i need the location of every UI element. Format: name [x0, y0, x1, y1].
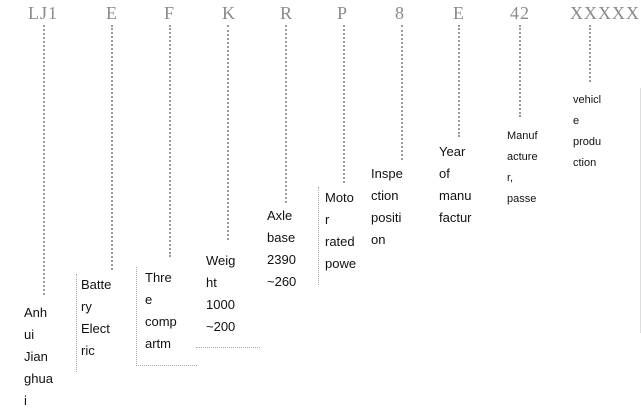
description-line: seque [573, 174, 621, 180]
leader-line-3 [169, 25, 171, 257]
description-line: Batte [81, 277, 112, 292]
description-line: ui [24, 327, 35, 342]
description-line: Axle [267, 208, 293, 223]
description-line: manu [439, 188, 472, 203]
leader-line-10 [589, 25, 591, 82]
description-line: ction [573, 157, 597, 169]
description-box-4: Weig ht 1000 ~200 [196, 250, 260, 348]
description-line: Year [439, 144, 466, 159]
code-segment-9: 42 [510, 3, 530, 23]
description-line: 2390 [267, 252, 296, 267]
description-line: rated [325, 234, 355, 249]
description-box-9: Manuf acture r, passe ngers [507, 126, 555, 216]
leader-line-2 [111, 25, 113, 270]
description-line: vehicl [573, 94, 602, 106]
description-box-2: Batte ry Elect ric [76, 274, 133, 372]
description-line: Jian [24, 349, 48, 364]
description-line: Elect [81, 321, 110, 336]
description-line: Thre [145, 270, 172, 285]
description-line: ric [81, 343, 95, 358]
leader-line-9 [519, 25, 521, 117]
description-box-8: Year of manu factur [439, 141, 489, 239]
leader-line-8 [458, 25, 460, 137]
description-line: ~200 [206, 319, 236, 334]
description-box-6: Moto r rated powe [318, 187, 373, 285]
leader-line-1 [43, 25, 45, 295]
description-line: e [145, 292, 153, 307]
description-line: factur [439, 210, 472, 225]
description-line: produ [573, 136, 602, 148]
code-segment-2: E [106, 3, 118, 23]
description-line: acture [507, 151, 538, 163]
description-line: of [439, 166, 450, 181]
description-line: ngers [507, 210, 555, 216]
description-line: Moto [325, 190, 354, 205]
description-box-1: Anh ui Jian ghua i [24, 302, 68, 420]
description-line: ~260 [267, 274, 297, 289]
description-box-7: Inspe ction positi on [371, 163, 421, 261]
description-line: Inspe [371, 166, 403, 181]
leader-line-7 [401, 25, 403, 160]
code-segment-8: E [453, 3, 465, 23]
code-segment-3: F [164, 3, 176, 23]
description-line: Weig [206, 253, 236, 268]
description-line: r, [507, 172, 514, 184]
description-line: positi [371, 210, 402, 225]
description-line: i [24, 393, 27, 408]
description-line: Manuf [507, 130, 538, 142]
description-box-3: Thre e comp artm [136, 267, 197, 366]
description-box-5: Axle base 2390 ~260 [267, 205, 313, 303]
description-line: ction [371, 188, 399, 203]
code-segment-4: K [222, 3, 236, 23]
description-line: artm [145, 336, 171, 351]
description-line: ghua [24, 371, 53, 386]
description-line: on [371, 232, 386, 247]
code-segment-7: 8 [395, 3, 405, 23]
code-segment-5: R [280, 3, 294, 23]
description-line: e [573, 115, 580, 127]
description-line: ry [81, 299, 92, 314]
leader-line-6 [343, 25, 345, 183]
code-segment-10: XXXXX [570, 3, 640, 23]
description-line: comp [145, 314, 177, 329]
code-segment-1: LJ1 [28, 3, 58, 23]
description-line: ht [206, 275, 217, 290]
description-line: passe [507, 193, 537, 205]
leader-line-5 [285, 25, 287, 203]
description-line: 1000 [206, 297, 235, 312]
code-segment-6: P [337, 3, 349, 23]
description-line: powe [325, 256, 357, 271]
description-box-10: vehicl e produ ction seque [573, 90, 621, 180]
leader-line-4 [227, 25, 229, 240]
description-line: r [325, 212, 330, 227]
description-line: Anh [24, 305, 48, 320]
description-line: base [267, 230, 296, 245]
